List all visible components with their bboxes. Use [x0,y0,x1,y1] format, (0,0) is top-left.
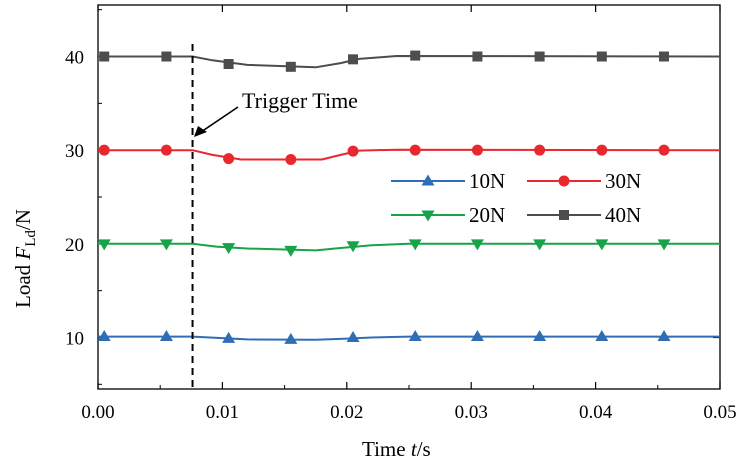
data-point-20N [470,239,484,251]
data-point-10N [222,331,236,343]
series-line-10N [98,335,720,341]
data-point-40N [285,61,296,72]
data-point-20N [346,241,360,253]
data-point-20N [97,239,111,251]
data-point-30N [596,144,608,156]
data-point-30N [98,144,110,156]
data-point-30N [534,144,546,156]
y-axis-title-variable: F [11,247,35,261]
data-point-30N [223,153,235,165]
annotation-arrow-head [194,126,207,137]
legend-item-10N: 10N [391,169,505,193]
x-tick-label: 0.01 [206,402,239,423]
data-point-20N [657,239,671,251]
y-axis-title-subscript: Ld [23,230,39,247]
x-tick-label: 0.03 [455,402,488,423]
annotation-arrow-shaft [200,106,239,133]
x-tick-label: 0.05 [703,402,736,423]
legend-marker [558,175,570,187]
legend-label: 10N [469,169,505,193]
data-point-40N [348,54,359,65]
legend-marker [421,210,435,222]
y-tick-label: 30 [65,141,84,162]
x-axis-ticks: 0.00 0.01 0.02 0.03 0.04 0.05 [81,5,737,423]
x-axis-title-prefix: Time [362,437,411,461]
x-axis-title-variable: t [411,437,418,461]
data-point-10N [657,330,671,342]
data-point-40N [472,51,483,62]
data-point-10N [284,332,298,344]
series-40N [98,50,721,72]
series-30N [98,144,721,166]
data-point-10N [159,330,173,342]
legend-item-30N: 30N [527,169,641,193]
series-line-40N [98,55,721,69]
legend-marker [559,210,569,220]
trigger-time-label: Trigger Time [242,88,358,113]
x-axis-title-suffix: /s [417,437,431,461]
legend: 10N 20N 30N 40N [391,169,641,227]
series-10N [97,330,720,344]
y-axis-title-prefix: Load [11,260,35,308]
data-point-20N [595,239,609,251]
data-point-20N [159,239,173,251]
data-point-10N [470,330,484,342]
data-point-10N [595,330,609,342]
y-axis-ticks: 10 20 30 40 [65,9,720,385]
data-point-30N [409,144,421,156]
series-layer [97,50,721,344]
legend-label: 20N [469,203,505,227]
data-point-40N [223,59,234,70]
plot-area-frame [97,4,721,390]
data-point-20N [408,239,422,251]
x-tick-label: 0.02 [330,402,363,423]
data-point-10N [533,330,547,342]
data-point-40N [534,51,545,62]
data-point-20N [533,239,547,251]
data-point-40N [410,50,421,61]
data-point-30N [160,144,172,156]
data-point-20N [222,243,236,255]
series-line-20N [98,242,720,252]
data-point-20N [284,245,298,257]
legend-label: 30N [605,169,641,193]
legend-marker [421,174,435,186]
y-axis-title: Load FLd/N [11,209,39,308]
legend-item-20N: 20N [391,203,505,227]
x-axis-title: Time t/s [362,437,431,461]
data-point-10N [408,330,422,342]
data-point-30N [658,144,670,156]
x-tick-label: 0.00 [81,402,114,423]
data-point-40N [161,51,172,62]
data-point-30N [471,144,483,156]
y-tick-label: 10 [65,328,84,349]
y-axis-title-suffix: /N [11,209,35,230]
legend-label: 40N [605,203,641,227]
data-point-30N [347,145,359,157]
y-tick-label: 20 [65,235,84,256]
series-line-30N [98,148,721,161]
data-point-10N [346,330,360,342]
series-20N [97,239,720,257]
data-point-40N [596,51,607,62]
data-point-40N [659,51,670,62]
y-tick-label: 40 [65,48,84,69]
data-point-40N [99,51,110,62]
x-tick-label: 0.04 [579,402,613,423]
legend-item-40N: 40N [527,203,641,227]
data-point-30N [285,154,297,166]
data-point-10N [97,330,111,342]
